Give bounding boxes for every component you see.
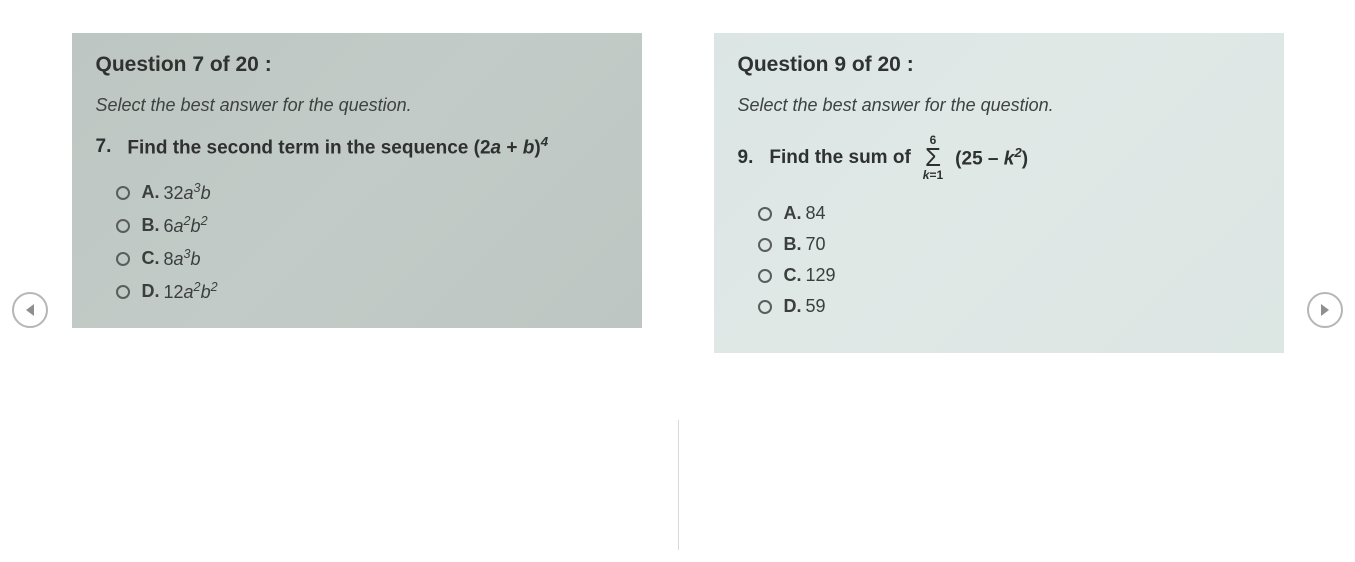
option-letter: B.	[142, 215, 160, 236]
option-b[interactable]: B. 70	[758, 234, 1260, 255]
question-prompt: 7. Find the second term in the sequence …	[96, 134, 618, 159]
question-header: Question 9 of 20 :	[738, 53, 1260, 77]
option-value: 12a2b2	[164, 280, 218, 303]
option-letter: D.	[142, 281, 160, 302]
sigma-lower: k=1	[923, 169, 943, 181]
option-letter: A.	[784, 203, 802, 224]
radio-icon	[758, 269, 772, 283]
option-b[interactable]: B. 6a2b2	[116, 214, 618, 237]
prompt-text: Find the second term in the sequence (2a…	[127, 134, 548, 159]
option-value: 6a2b2	[164, 214, 208, 237]
next-button[interactable]	[1307, 292, 1343, 328]
option-a[interactable]: A. 32a3b	[116, 181, 618, 204]
vertical-divider	[678, 420, 679, 550]
question-header: Question 7 of 20 :	[96, 53, 618, 77]
sigma-notation: 6 Σ k=1	[923, 134, 943, 181]
option-c[interactable]: C. 129	[758, 265, 1260, 286]
radio-icon	[116, 285, 130, 299]
option-letter: C.	[142, 248, 160, 269]
chevron-left-icon	[24, 303, 36, 317]
question-number: 9.	[738, 147, 754, 169]
option-value: 129	[806, 265, 836, 286]
prev-button[interactable]	[12, 292, 48, 328]
option-letter: A.	[142, 182, 160, 203]
option-value: 70	[806, 234, 826, 255]
option-value: 84	[806, 203, 826, 224]
option-letter: C.	[784, 265, 802, 286]
prompt-text: Find the sum of	[769, 147, 910, 169]
options-list: A. 32a3b B. 6a2b2 C. 8a3b D. 12a2b2	[96, 181, 618, 303]
option-c[interactable]: C. 8a3b	[116, 247, 618, 270]
option-a[interactable]: A. 84	[758, 203, 1260, 224]
option-d[interactable]: D. 59	[758, 296, 1260, 317]
option-letter: D.	[784, 296, 802, 317]
radio-icon	[116, 186, 130, 200]
question-number: 7.	[96, 136, 112, 158]
option-letter: B.	[784, 234, 802, 255]
option-d[interactable]: D. 12a2b2	[116, 280, 618, 303]
radio-icon	[758, 300, 772, 314]
question-slide-9: Question 9 of 20 : Select the best answe…	[714, 33, 1284, 353]
radio-icon	[116, 219, 130, 233]
question-prompt: 9. Find the sum of 6 Σ k=1 (25 – k2)	[738, 134, 1260, 181]
radio-icon	[116, 252, 130, 266]
sigma-symbol: Σ	[925, 146, 941, 169]
question-slide-7: Question 7 of 20 : Select the best answe…	[72, 33, 642, 328]
option-value: 32a3b	[164, 181, 211, 204]
instruction-text: Select the best answer for the question.	[738, 95, 1260, 116]
radio-icon	[758, 238, 772, 252]
option-value: 8a3b	[164, 247, 201, 270]
instruction-text: Select the best answer for the question.	[96, 95, 618, 116]
radio-icon	[758, 207, 772, 221]
option-value: 59	[806, 296, 826, 317]
options-list: A. 84 B. 70 C. 129 D. 59	[738, 203, 1260, 317]
sigma-expression: (25 – k2)	[955, 145, 1028, 170]
chevron-right-icon	[1319, 303, 1331, 317]
